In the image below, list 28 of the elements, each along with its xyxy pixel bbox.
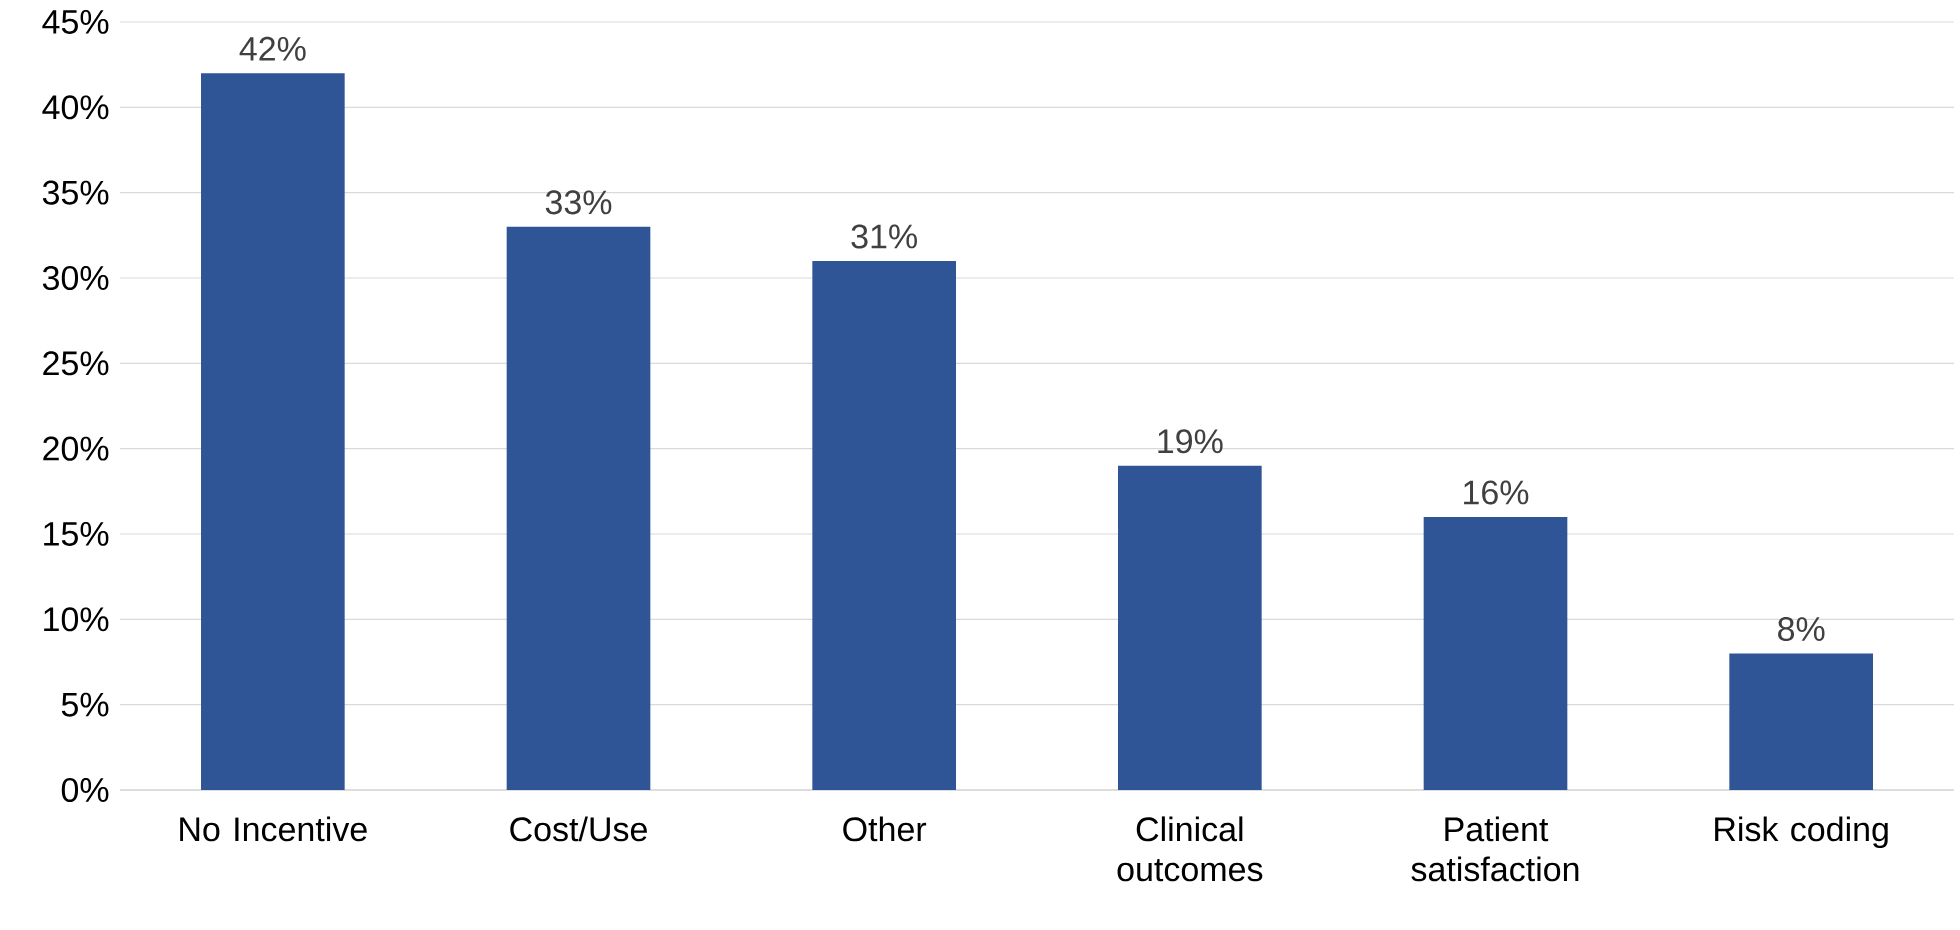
data-label: 31%: [851, 224, 917, 249]
y-tick-label: 45%: [42, 10, 109, 34]
y-tick-label: 40%: [42, 95, 109, 120]
bar: [1423, 516, 1568, 790]
data-label: 16%: [1464, 480, 1529, 505]
x-tick-label: Clinical outcomes: [1117, 816, 1263, 882]
y-tick-label: 30%: [42, 265, 109, 291]
bar: [1118, 465, 1262, 790]
x-tick-label: No Incentive: [180, 816, 367, 842]
bar: [1729, 653, 1873, 790]
x-tick-label: Other: [843, 816, 927, 842]
y-tick-label: 0%: [61, 777, 109, 803]
x-tick-label: Risk coding: [1715, 816, 1888, 849]
y-tick-label: 15%: [44, 522, 109, 546]
data-label: 19%: [1158, 429, 1223, 454]
y-tick-label: 25%: [43, 351, 109, 376]
y-tick-label: 5%: [61, 692, 109, 717]
y-tick-label: 35%: [42, 180, 109, 205]
bar: [812, 260, 956, 790]
data-label: 8%: [1778, 616, 1825, 642]
x-tick-label: Patient satisfaction: [1411, 816, 1579, 882]
y-tick-label: 10%: [44, 607, 109, 632]
y-tick-label: 20%: [43, 436, 109, 461]
data-label: 33%: [545, 190, 612, 215]
bar: [506, 226, 651, 790]
bar: [201, 73, 345, 790]
data-label: 42%: [239, 36, 306, 61]
x-tick-label: Cost/Use: [510, 816, 647, 842]
